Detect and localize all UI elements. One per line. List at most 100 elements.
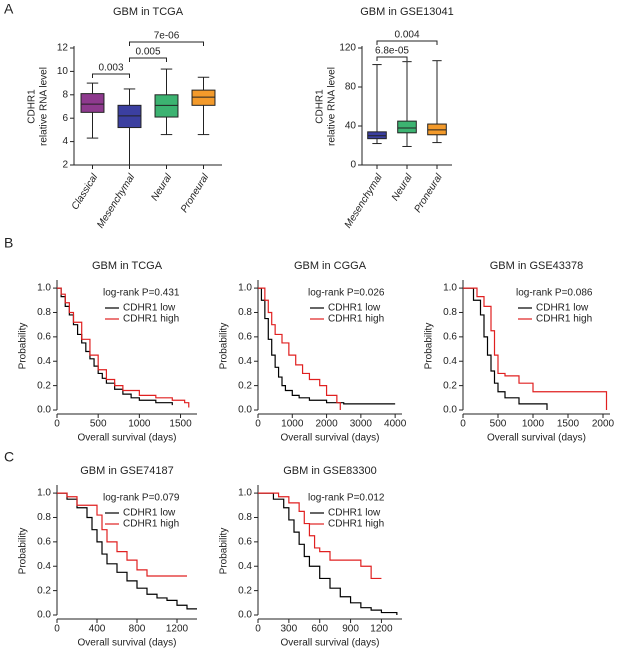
y-tick-label: 0.4: [37, 561, 51, 572]
y-axis-label: Probability: [18, 323, 29, 370]
x-tick-label: 1000: [128, 419, 151, 430]
chart-title: GBM in GSE83300: [283, 465, 377, 477]
y-tick-label: 0.4: [37, 356, 51, 367]
chart-title: GBM in GSE13041: [360, 6, 454, 18]
y-tick-label: 0.6: [443, 331, 457, 342]
y-tick-label: 0.6: [37, 536, 51, 547]
x-tick-label: Mesenchymal: [343, 172, 385, 231]
y-tick-label: 0.0: [443, 405, 457, 416]
y-tick-label: 0.8: [37, 512, 51, 523]
annotation: log-rank P=0.012: [308, 493, 385, 504]
annotation: log-rank P=0.086: [516, 288, 593, 299]
x-axis-label: Overall survival (days): [78, 638, 177, 649]
x-tick-label: 400: [89, 624, 106, 635]
survival-curve: [57, 287, 190, 408]
x-tick-label: Neural: [390, 172, 415, 203]
survival-curve: [57, 492, 187, 577]
legend-label: CDHR1 low: [328, 303, 381, 314]
box: [191, 89, 216, 106]
y-tick-label: 1.0: [443, 283, 457, 294]
y-tick-label: 0.0: [238, 405, 252, 416]
x-tick-label: 500: [490, 419, 507, 430]
survival-curve: [258, 492, 382, 580]
y-tick-label: 1.0: [37, 488, 51, 499]
x-tick-label: 800: [129, 624, 146, 635]
bracket: [92, 73, 130, 78]
chart-title: GBM in TCGA: [92, 260, 163, 272]
survival-curve: [463, 287, 608, 410]
x-tick-label: 1500: [169, 419, 192, 430]
box: [154, 94, 179, 118]
y-axis-label: Probability: [18, 528, 29, 575]
x-tick-label: Proneural: [412, 171, 445, 214]
x-tick-label: 0: [255, 419, 261, 430]
y-tick-label: 1.0: [238, 283, 252, 294]
x-tick-label: 600: [311, 624, 328, 635]
y-axis-label: Probability: [424, 323, 435, 370]
chart-title: GBM in GSE43378: [490, 260, 584, 272]
x-tick-label: 500: [90, 419, 107, 430]
x-tick-label: 3000: [350, 419, 373, 430]
y-tick-label: 0.8: [37, 307, 51, 318]
x-tick-label: 0: [54, 624, 60, 635]
y-tick-label: 2: [62, 160, 68, 171]
chart-title: GBM in GSE74187: [80, 465, 174, 477]
y-tick-label: 0.4: [238, 356, 252, 367]
x-tick-label: 1000: [522, 419, 545, 430]
x-axis-label: Overall survival (days): [78, 433, 177, 444]
y-tick-label: 0.2: [238, 380, 252, 391]
legend-label: CDHR1 high: [536, 314, 592, 325]
x-tick-label: 900: [342, 624, 359, 635]
panel-label: C: [4, 449, 14, 465]
legend-label: CDHR1 low: [536, 303, 589, 314]
y-tick-label: 0.4: [443, 356, 457, 367]
y-tick-label: 0.2: [37, 380, 51, 391]
bracket: [129, 57, 167, 62]
y-axis-label: relative RNA level: [327, 67, 338, 146]
y-tick-label: 0.8: [238, 512, 252, 523]
x-axis-label: Overall survival (days): [281, 638, 380, 649]
y-tick-label: 0.2: [37, 585, 51, 596]
legend-label: CDHR1 high: [123, 519, 179, 530]
chart-title: GBM in TCGA: [113, 6, 184, 18]
x-axis-label: Overall survival (days): [487, 433, 586, 444]
annotation: log-rank P=0.079: [103, 493, 180, 504]
y-tick-label: 0.2: [443, 380, 457, 391]
bracket-label: 0.004: [394, 30, 419, 41]
x-tick-label: 0: [460, 419, 466, 430]
y-tick-label: 0.0: [37, 610, 51, 621]
y-tick-label: 4: [62, 136, 68, 147]
y-tick-label: 0.0: [238, 610, 252, 621]
y-tick-label: 0.2: [238, 585, 252, 596]
bracket: [376, 40, 438, 45]
legend-label: CDHR1 low: [123, 303, 176, 314]
x-tick-label: 0: [255, 624, 261, 635]
survival-curve: [258, 492, 398, 615]
y-tick-label: 10: [57, 66, 69, 77]
x-tick-label: Neural: [149, 172, 174, 203]
y-axis-label: CDHR1: [27, 89, 38, 124]
chart-title: GBM in CGGA: [294, 260, 367, 272]
survival-curve: [57, 287, 173, 406]
bracket: [129, 41, 204, 46]
y-tick-label: 0.6: [37, 331, 51, 342]
y-axis-label: Probability: [219, 528, 230, 575]
panel-label: B: [4, 235, 13, 251]
y-axis-label: CDHR1: [315, 89, 326, 124]
x-tick-label: 1000: [281, 419, 304, 430]
y-tick-label: 0.6: [238, 331, 252, 342]
box: [397, 120, 417, 134]
y-axis-label: relative RNA level: [39, 67, 50, 146]
x-tick-label: 0: [54, 419, 60, 430]
x-tick-label: Proneural: [179, 171, 212, 214]
y-tick-label: 80: [345, 82, 357, 93]
bracket-label: 6.8e-05: [375, 46, 409, 57]
bracket-label: 7e-06: [154, 31, 180, 42]
legend-label: CDHR1 low: [123, 508, 176, 519]
x-tick-label: 2000: [315, 419, 338, 430]
bracket-label: 0.003: [98, 63, 123, 74]
legend-label: CDHR1 high: [328, 314, 384, 325]
x-tick-label: 1200: [166, 624, 189, 635]
